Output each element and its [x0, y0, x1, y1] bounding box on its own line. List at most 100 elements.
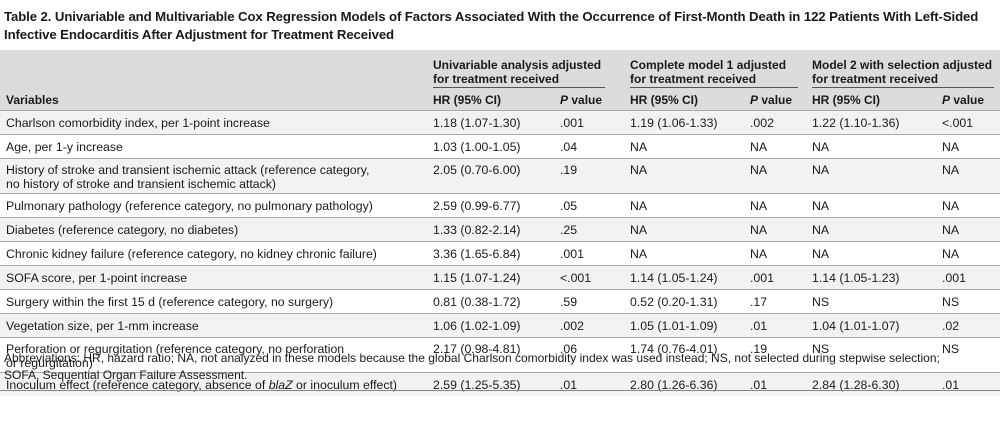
footnote-line-1: Abbreviations: HR, hazard ratio; NA, not…: [4, 351, 940, 365]
univariable-hr-cell: 0.81 (0.38-1.72): [433, 295, 521, 309]
hr-header-model1: HR (95% CI): [630, 93, 699, 107]
univariable-p-cell: .19: [560, 163, 578, 177]
p-header-letter: P: [750, 93, 759, 107]
model2-hr-cell: NA: [812, 223, 830, 237]
table-title: Table 2. Univariable and Multivariable C…: [4, 9, 979, 42]
univariable-p-cell: .002: [560, 319, 584, 333]
group-label-model2: Model 2 with selection adjusted for trea…: [812, 58, 993, 86]
variable-cell: Age, per 1-y increase: [6, 140, 123, 154]
univariable-p-cell: .04: [560, 140, 578, 154]
univariable-p-cell: .25: [560, 223, 578, 237]
model1-p-cell: .17: [750, 295, 768, 309]
model1-hr-cell: 2.80 (1.26-6.36): [630, 378, 718, 392]
model1-hr-cell: 1.05 (1.01-1.09): [630, 319, 718, 333]
group-rule-model1: [630, 87, 798, 88]
variable-cell: History of stroke and transient ischemic…: [6, 163, 416, 191]
model2-p-cell: NS: [942, 342, 960, 356]
group-label-univariable: Univariable analysis adjusted for treatm…: [433, 58, 602, 86]
p-header-letter: P: [942, 93, 951, 107]
variable-cell: Diabetes (reference category, no diabete…: [6, 223, 239, 237]
p-header-suffix: value: [758, 93, 793, 107]
variable-text: Inoculum effect (reference category, abs…: [6, 378, 269, 392]
variable-cell: SOFA score, per 1-point increase: [6, 271, 188, 285]
variable-cell: Chronic kidney failure (reference catego…: [6, 247, 377, 261]
table-row: Chronic kidney failure (reference catego…: [0, 241, 1000, 265]
model2-p-cell: NA: [942, 223, 960, 237]
model1-p-cell: .01: [750, 378, 768, 392]
p-header-suffix: value: [950, 93, 985, 107]
table-bottom-rule: [0, 390, 1000, 391]
model1-p-cell: NA: [750, 163, 768, 177]
group-label-model1: Complete model 1 adjusted for treatment …: [630, 58, 787, 86]
group-rule-model2: [812, 87, 994, 88]
model1-hr-cell: 1.19 (1.06-1.33): [630, 116, 718, 130]
gene-name: blaZ: [268, 378, 293, 392]
table-row: Perforation or regurgitation (reference …: [0, 337, 1000, 372]
model1-p-cell: .01: [750, 319, 768, 333]
model2-hr-cell: NS: [812, 295, 830, 309]
univariable-hr-cell: 2.17 (0.98-4.81): [433, 342, 521, 356]
univariable-p-cell: .001: [560, 247, 584, 261]
group-rule-univariable: [433, 87, 605, 88]
variable-cell: Inoculum effect (reference category, abs…: [6, 378, 416, 392]
table-row: SOFA score, per 1-point increase 1.15 (1…: [0, 265, 1000, 289]
model2-p-cell: NA: [942, 140, 960, 154]
footnote: Abbreviations: HR, hazard ratio; NA, not…: [4, 350, 994, 384]
model1-hr-cell: NA: [630, 140, 648, 154]
model1-hr-cell: 1.74 (0.76-4.01): [630, 342, 718, 356]
table-header: Univariable analysis adjusted for treatm…: [0, 50, 1000, 110]
variable-line-2: or regurgitation): [6, 356, 93, 370]
model1-hr-cell: NA: [630, 199, 648, 213]
variables-header: Variables: [6, 93, 59, 107]
univariable-p-cell: .05: [560, 199, 578, 213]
model2-p-cell: .01: [942, 378, 960, 392]
table-row: Age, per 1-y increase 1.03 (1.00-1.05) .…: [0, 134, 1000, 158]
variable-cell: Vegetation size, per 1-mm increase: [6, 319, 199, 333]
univariable-p-cell: <.001: [560, 271, 592, 285]
model2-p-cell: NS: [942, 295, 960, 309]
model1-hr-cell: 0.52 (0.20-1.31): [630, 295, 718, 309]
table-row: History of stroke and transient ischemic…: [0, 158, 1000, 193]
model2-hr-cell: 2.84 (1.28-6.30): [812, 378, 900, 392]
model1-hr-cell: NA: [630, 247, 648, 261]
model1-hr-cell: NA: [630, 223, 648, 237]
model2-hr-cell: NA: [812, 247, 830, 261]
p-header-letter: P: [560, 93, 569, 107]
univariable-hr-cell: 1.06 (1.02-1.09): [433, 319, 521, 333]
univariable-hr-cell: 1.15 (1.07-1.24): [433, 271, 521, 285]
variable-cell: Charlson comorbidity index, per 1-point …: [6, 116, 270, 130]
model2-hr-cell: NA: [812, 163, 830, 177]
table-row: Surgery within the first 15 d (reference…: [0, 289, 1000, 313]
model2-p-cell: NA: [942, 163, 960, 177]
univariable-p-cell: .06: [560, 342, 578, 356]
model2-hr-cell: 1.04 (1.01-1.07): [812, 319, 900, 333]
table-row: Inoculum effect (reference category, abs…: [0, 372, 1000, 396]
p-header-suffix: value: [568, 93, 603, 107]
variable-line-1: Perforation or regurgitation (reference …: [6, 342, 345, 356]
model1-p-cell: .001: [750, 271, 774, 285]
model1-p-cell: NA: [750, 247, 768, 261]
variable-cell: Perforation or regurgitation (reference …: [6, 342, 416, 370]
table-row: Diabetes (reference category, no diabete…: [0, 217, 1000, 241]
model1-p-cell: NA: [750, 140, 768, 154]
model2-hr-cell: NA: [812, 199, 830, 213]
model2-p-cell: .001: [942, 271, 966, 285]
model1-p-cell: NA: [750, 199, 768, 213]
footnote-line-2: SOFA, Sequential Organ Failure Assessmen…: [4, 368, 248, 382]
univariable-hr-cell: 2.05 (0.70-6.00): [433, 163, 521, 177]
model2-hr-cell: 1.14 (1.05-1.23): [812, 271, 900, 285]
model1-hr-cell: NA: [630, 163, 648, 177]
model2-p-cell: .02: [942, 319, 960, 333]
table-row: Pulmonary pathology (reference category,…: [0, 193, 1000, 217]
hr-header-univariable: HR (95% CI): [433, 93, 502, 107]
variable-cell: Pulmonary pathology (reference category,…: [6, 199, 373, 213]
model2-p-cell: NA: [942, 199, 960, 213]
univariable-hr-cell: 3.36 (1.65-6.84): [433, 247, 521, 261]
model2-p-cell: NA: [942, 247, 960, 261]
univariable-hr-cell: 2.59 (0.99-6.77): [433, 199, 521, 213]
variable-text-tail: or inoculum effect): [292, 378, 397, 392]
univariable-hr-cell: 2.59 (1.25-5.35): [433, 378, 521, 392]
p-header-model1: P value: [750, 93, 792, 107]
univariable-p-cell: .59: [560, 295, 578, 309]
